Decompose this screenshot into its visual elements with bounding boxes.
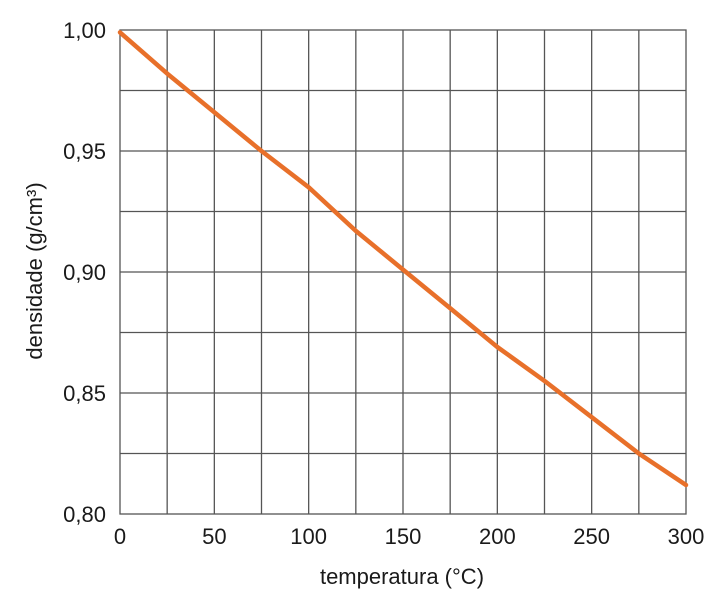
x-tick-label: 150 bbox=[385, 524, 422, 549]
x-axis-label: temperatura (°C) bbox=[320, 564, 484, 589]
y-tick-label: 0,85 bbox=[63, 381, 106, 406]
y-tick-label: 0,95 bbox=[63, 139, 106, 164]
x-tick-label: 200 bbox=[479, 524, 516, 549]
y-tick-label: 1,00 bbox=[63, 18, 106, 43]
x-tick-label: 300 bbox=[668, 524, 705, 549]
x-tick-label: 50 bbox=[202, 524, 226, 549]
x-tick-label: 0 bbox=[114, 524, 126, 549]
series-line-0 bbox=[117, 30, 689, 488]
plot-frame bbox=[119, 29, 687, 515]
y-tick-label: 0,80 bbox=[63, 502, 106, 527]
x-tick-label: 250 bbox=[573, 524, 610, 549]
series-layer bbox=[117, 30, 689, 488]
grid bbox=[119, 29, 687, 515]
tick-labels: 0 50 100 150 200 250 300 0,80 0,85 0,90 0,95 1,00 bbox=[63, 18, 704, 549]
x-tick-label: 100 bbox=[290, 524, 327, 549]
y-axis-label: densidade (g/cm³) bbox=[22, 182, 47, 359]
y-tick-label: 0,90 bbox=[63, 260, 106, 285]
